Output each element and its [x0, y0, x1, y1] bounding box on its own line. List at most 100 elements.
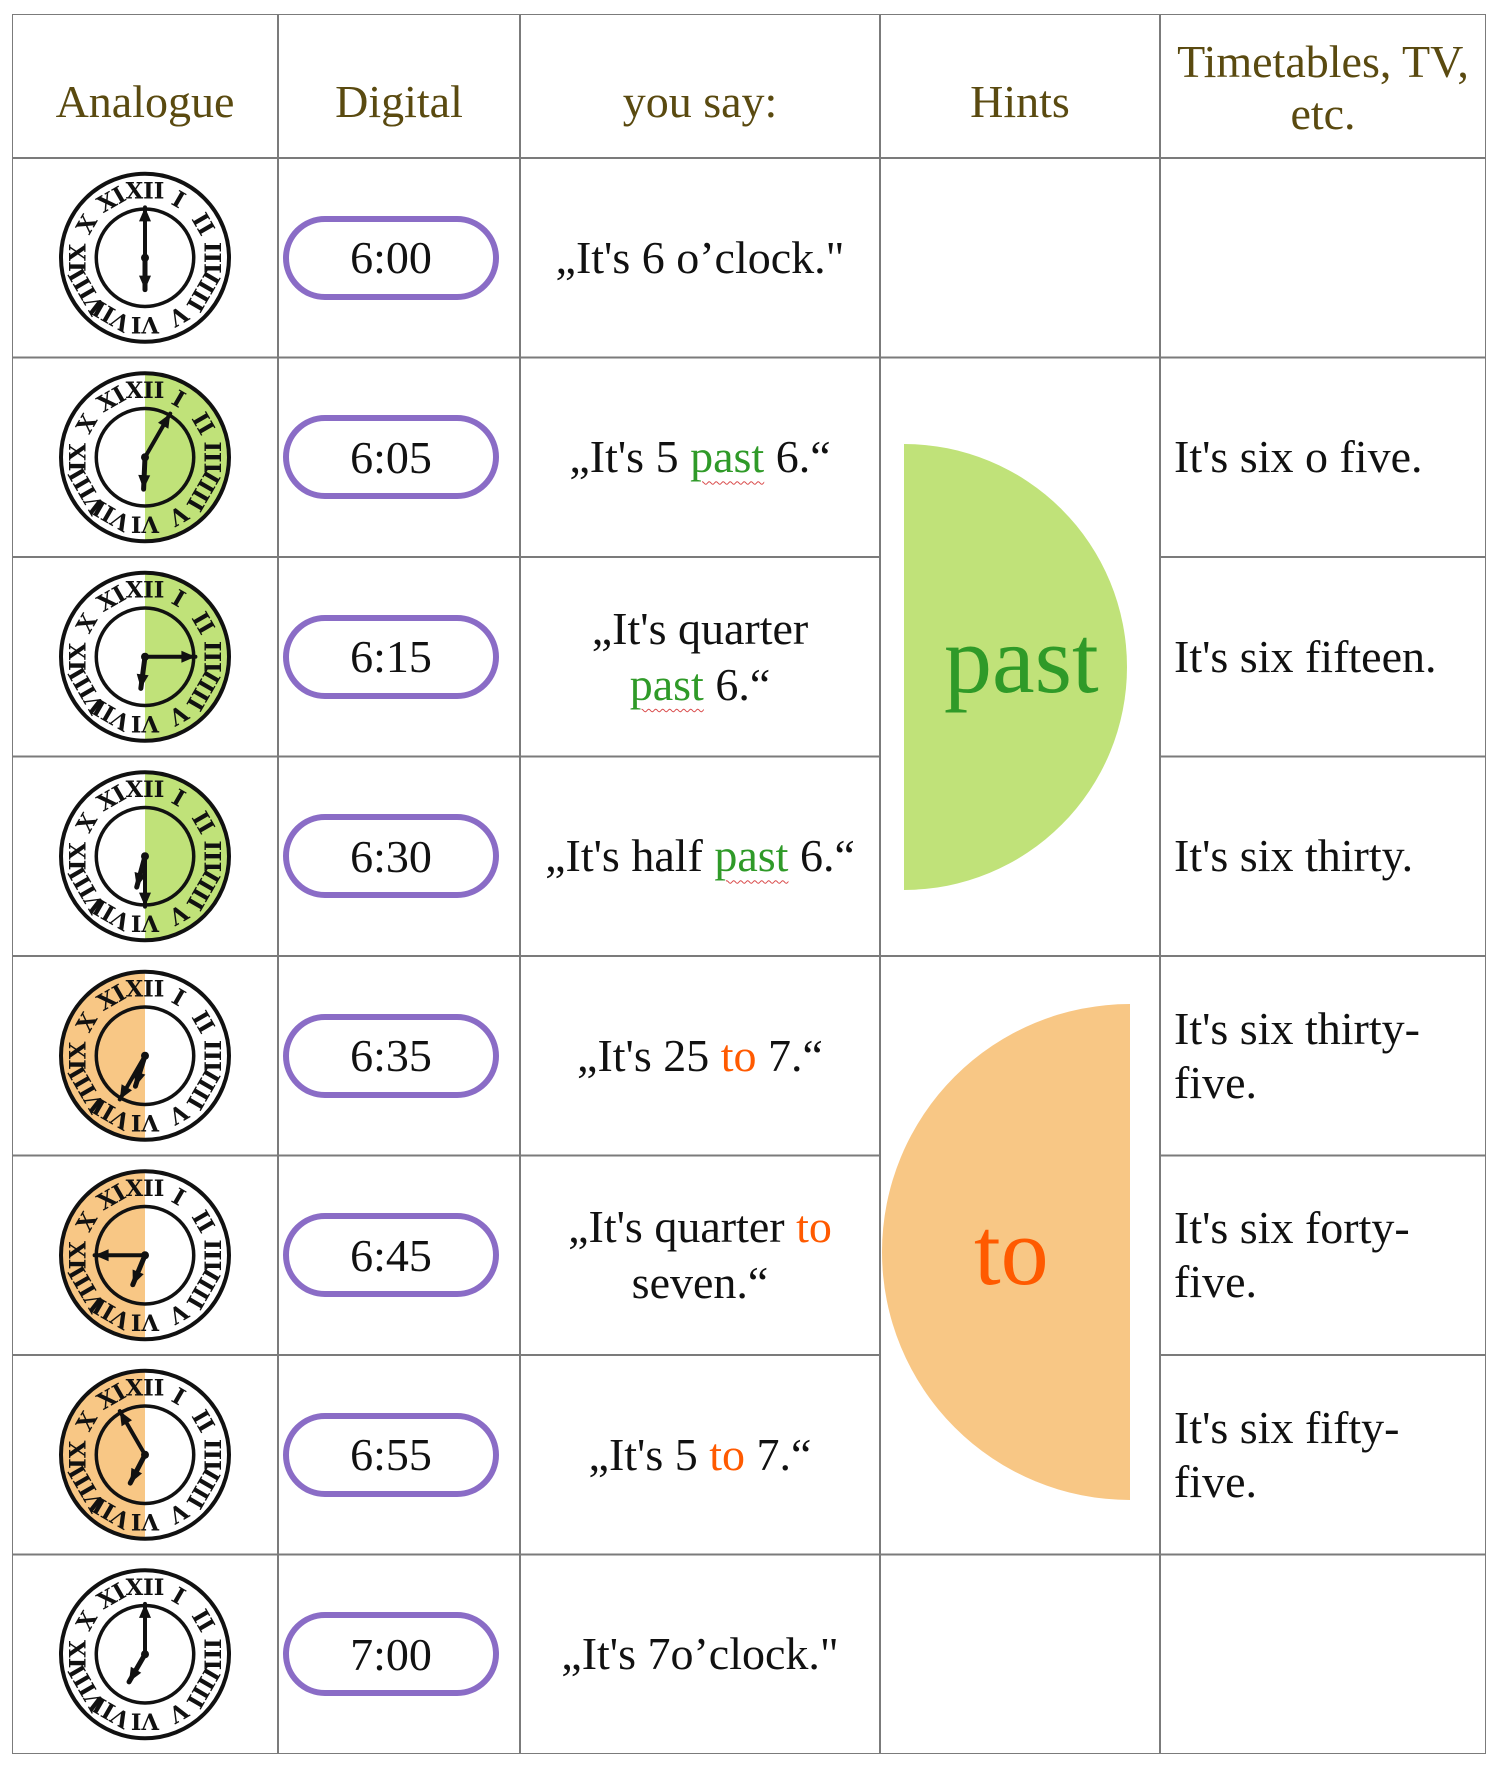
clock-numeral: X: [72, 1607, 104, 1636]
clock-minute-hand-tip: [139, 892, 151, 907]
clock-rim: [59, 1568, 231, 1741]
you-say-phrase: „It's 25 to 7.“: [577, 1029, 823, 1081]
clock-numeral: IX: [66, 842, 92, 871]
you-say-phrase: „It's 5 past 6.“: [569, 431, 831, 483]
clock-numeral: II: [186, 1007, 219, 1038]
clock-numeral: III: [198, 1239, 224, 1271]
clock-numeral: III: [198, 840, 224, 872]
hint-keyword-to: to: [709, 1428, 746, 1480]
hint-keyword-past: past: [629, 658, 704, 710]
clock-rim: [59, 171, 231, 344]
timetable-phrase: It's six fifty-five.: [1174, 1401, 1400, 1507]
hint-to-label: to: [974, 1198, 1049, 1305]
hint-past-shape: [904, 444, 1127, 890]
clock-inner-ring: [94, 406, 196, 508]
digital-time: 7:00: [283, 1612, 499, 1697]
clock-hour-hand-tip: [134, 872, 147, 888]
clock-numeral: I: [167, 186, 189, 214]
clock-numeral: I: [167, 1583, 189, 1611]
digital-time: 6:00: [283, 215, 499, 300]
clock-numeral: III: [198, 441, 224, 473]
clock-rim: [59, 770, 231, 943]
timetable-phrase: It's six fifteen.: [1174, 630, 1437, 682]
clock-hour-hand-tip: [138, 474, 151, 490]
header-timetables: Timetables, TV, etc.: [1177, 36, 1469, 139]
clock-numeral: II: [186, 209, 219, 240]
clock-inner-ring: [94, 1404, 196, 1506]
clock-numeral: IX: [66, 1440, 92, 1469]
clock-rim: [59, 1368, 231, 1541]
clock-shade: [145, 772, 230, 941]
clock-numeral: I: [167, 984, 189, 1012]
clock-hour-hand-tip: [136, 673, 149, 689]
digital-time: 6:05: [283, 415, 499, 500]
clock-numeral: IX: [66, 1041, 92, 1070]
digital-time: 6:15: [283, 614, 499, 699]
hint-keyword-to: to: [796, 1201, 832, 1253]
clock-numeral: VI: [131, 1309, 160, 1335]
clock-hour-hand-tip: [139, 275, 151, 290]
hint-keyword-past: past: [714, 830, 789, 882]
header-hints: Hints: [970, 76, 1070, 127]
clock-numeral: VI: [131, 710, 160, 736]
clock-numeral: X: [72, 410, 104, 439]
digital-time: 6:35: [283, 1013, 499, 1098]
clock-center: [141, 1251, 149, 1260]
clock-numeral: X: [72, 809, 104, 838]
clock-center: [141, 1450, 149, 1459]
clock-numeral: VI: [131, 511, 160, 537]
timetable-phrase: It's six thirty-five.: [1174, 1002, 1420, 1108]
clock-hour-hand-tip: [133, 1071, 146, 1087]
you-say-phrase: „It's 6 o’clock.": [555, 231, 845, 283]
clock-numeral: XII: [126, 1176, 165, 1202]
you-say-phrase: „It's half past 6.“: [545, 830, 855, 882]
clock-center: [141, 453, 149, 462]
clock-rim: [59, 1169, 231, 1342]
clock-numeral: VI: [131, 1508, 160, 1534]
clock-minute-hand-tip: [181, 650, 196, 663]
you-say-phrase: „It's quarter past 6.“: [591, 602, 809, 710]
clock-center: [141, 852, 149, 861]
clock-hour-hand-tip: [132, 1269, 144, 1285]
clock-minute-hand-tip: [158, 413, 171, 429]
time-telling-table: XII I II III IIII V VI VII VIII IX X XI XII I II III III…: [12, 14, 1486, 1754]
hint-past-label: past: [944, 606, 1099, 713]
clock-numeral: III: [198, 641, 224, 673]
timetable-phrase: It's six forty-five.: [1174, 1202, 1410, 1308]
hint-to-shape: [882, 1004, 1130, 1500]
clock-center: [141, 1051, 149, 1060]
clock-numeral: IX: [66, 1640, 92, 1669]
clock-minute-hand-tip: [119, 1084, 132, 1100]
digital-time: 6:45: [283, 1213, 499, 1298]
clock-shade: [145, 373, 230, 542]
clock-numeral: I: [167, 1184, 189, 1212]
you-say-phrase: „It's 5 to 7.“: [588, 1428, 812, 1480]
clock-shade: [61, 1370, 146, 1539]
digital-time: 6:30: [283, 814, 499, 899]
digital-time: 6:55: [283, 1412, 499, 1497]
clock-numeral: XII: [126, 577, 165, 603]
header-you-say: you say:: [622, 76, 778, 127]
clock-inner-ring: [94, 1005, 196, 1107]
you-say-phrase: „It's 7o’clock.": [561, 1628, 839, 1680]
clock-numeral: III: [198, 1638, 224, 1670]
clock-numeral: VI: [131, 311, 160, 337]
clock-numeral: XII: [126, 1375, 165, 1401]
clock-center: [141, 652, 149, 661]
clock-numeral: II: [186, 1605, 219, 1636]
timetable-phrase: It's six o five.: [1174, 431, 1423, 483]
clock-numeral: IX: [66, 642, 92, 671]
clock-numeral: IX: [66, 1241, 92, 1270]
clock-hour-hand-tip: [129, 1666, 142, 1682]
clock-numeral: III: [198, 242, 224, 274]
clock-center: [141, 253, 149, 262]
clock-numeral: III: [198, 1439, 224, 1471]
clock-numeral: II: [186, 1206, 219, 1237]
